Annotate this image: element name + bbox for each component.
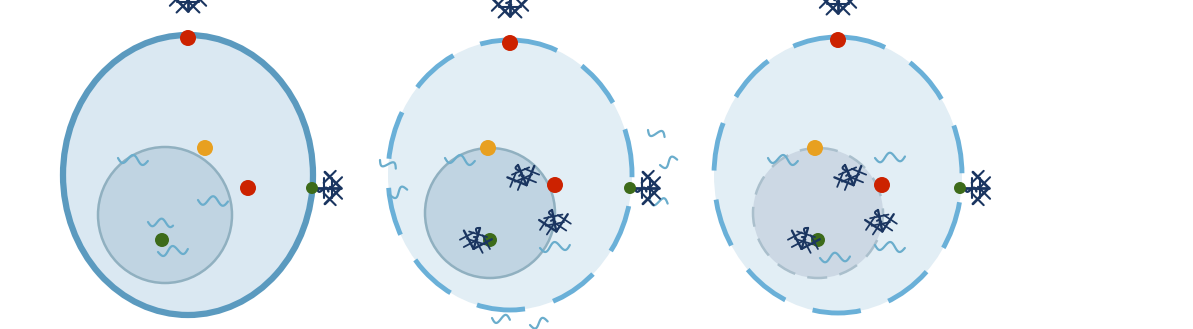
- Circle shape: [480, 140, 496, 156]
- Circle shape: [811, 233, 826, 247]
- Circle shape: [830, 32, 846, 48]
- Circle shape: [305, 182, 319, 194]
- Circle shape: [180, 30, 196, 46]
- Ellipse shape: [753, 148, 883, 278]
- Circle shape: [502, 35, 518, 51]
- Ellipse shape: [63, 35, 313, 315]
- Circle shape: [197, 140, 214, 156]
- Circle shape: [155, 233, 169, 247]
- Circle shape: [954, 182, 966, 194]
- Circle shape: [874, 177, 890, 193]
- Ellipse shape: [98, 147, 231, 283]
- Circle shape: [240, 180, 256, 196]
- Circle shape: [548, 177, 563, 193]
- Circle shape: [806, 140, 823, 156]
- Ellipse shape: [388, 40, 632, 310]
- Ellipse shape: [713, 37, 962, 313]
- Circle shape: [624, 182, 636, 194]
- Circle shape: [483, 233, 497, 247]
- Ellipse shape: [425, 148, 555, 278]
